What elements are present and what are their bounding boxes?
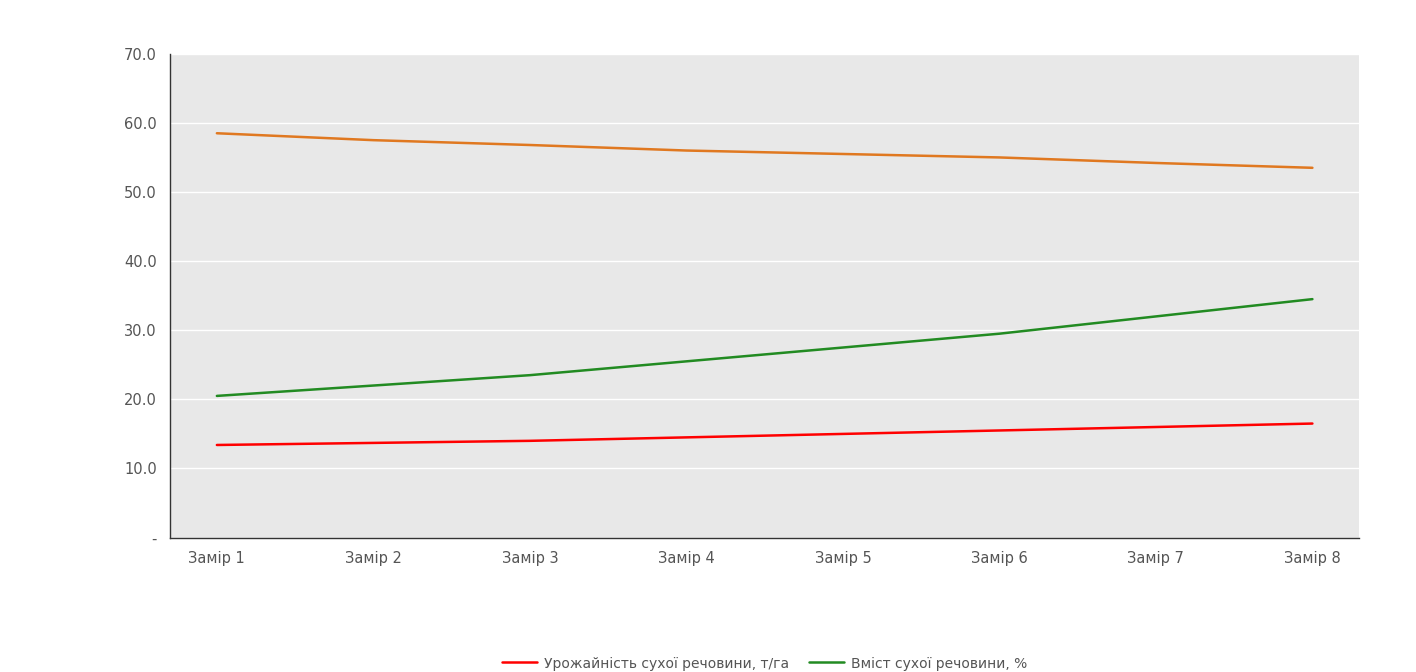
Line: Урожайність сухої речовини, т/га: Урожайність сухої речовини, т/га	[217, 423, 1313, 445]
Line: Урожайність зеленої маси, т/га: Урожайність зеленої маси, т/га	[217, 133, 1313, 168]
Вміст сухої речовини, %	[678, 358, 695, 366]
Урожайність зеленої маси, т/га	[991, 153, 1008, 161]
Вміст сухої речовини, %	[1147, 312, 1164, 321]
Урожайність зеленої маси, т/га	[834, 150, 851, 158]
Урожайність зеленої маси, т/га	[208, 129, 225, 137]
Урожайність сухої речовини, т/га	[991, 427, 1008, 435]
Вміст сухої речовини, %	[208, 392, 225, 400]
Урожайність сухої речовини, т/га	[365, 439, 382, 447]
Вміст сухої речовини, %	[991, 330, 1008, 338]
Вміст сухої речовини, %	[834, 343, 851, 351]
Урожайність сухої речовини, т/га	[678, 433, 695, 442]
Line: Вміст сухої речовини, %: Вміст сухої речовини, %	[217, 299, 1313, 396]
Урожайність зеленої маси, т/га	[521, 141, 538, 149]
Урожайність зеленої маси, т/га	[1147, 159, 1164, 167]
Урожайність зеленої маси, т/га	[365, 136, 382, 144]
Вміст сухої речовини, %	[521, 371, 538, 379]
Урожайність зеленої маси, т/га	[678, 146, 695, 155]
Урожайність сухої речовини, т/га	[834, 430, 851, 438]
Вміст сухої речовини, %	[1304, 295, 1321, 303]
Урожайність зеленої маси, т/га	[1304, 164, 1321, 172]
Урожайність сухої речовини, т/га	[1304, 419, 1321, 427]
Legend: Урожайність сухої речовини, т/га, Урожайність зеленої маси, т/га, Вміст сухої ре: Урожайність сухої речовини, т/га, Урожай…	[497, 651, 1032, 672]
Вміст сухої речовини, %	[365, 382, 382, 390]
Урожайність сухої речовини, т/га	[208, 441, 225, 449]
Урожайність сухої речовини, т/га	[521, 437, 538, 445]
Урожайність сухої речовини, т/га	[1147, 423, 1164, 431]
